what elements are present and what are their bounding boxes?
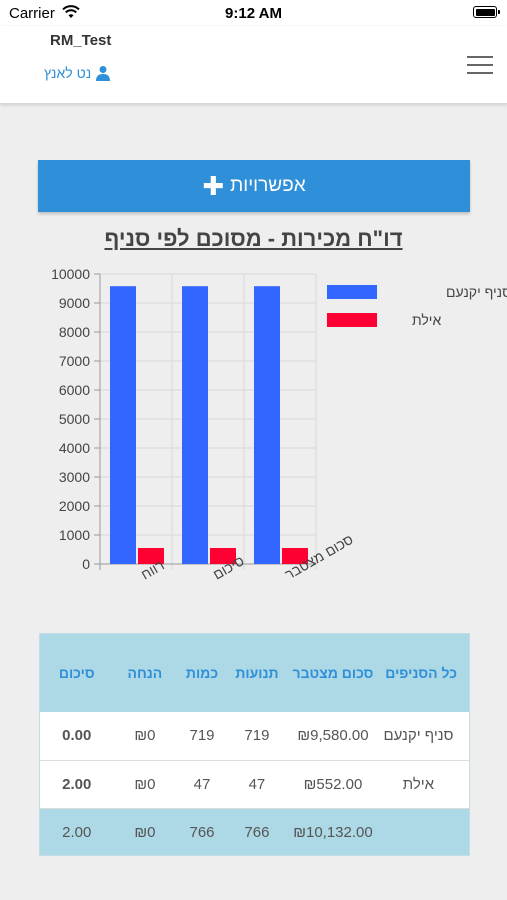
carrier-label: Carrier [9, 5, 55, 22]
branch-link[interactable]: סניף יקנעם [379, 712, 469, 761]
bar-series-2 [138, 547, 164, 564]
col-header-total[interactable]: סיכום [40, 634, 114, 712]
bar-series-2 [210, 547, 236, 564]
battery-icon [473, 6, 500, 18]
col-header-movements[interactable]: תנועות [227, 634, 287, 712]
y-tick-label: 2000 [59, 498, 90, 514]
y-tick-label: 6000 [59, 382, 90, 398]
movements-cell: 719 [227, 712, 287, 761]
totals-branch-cell [379, 808, 469, 855]
movements-cell: 47 [227, 760, 287, 809]
user-link[interactable]: נט לאנץ [44, 65, 111, 81]
user-name: נט לאנץ [44, 65, 92, 81]
legend-swatch [327, 313, 377, 327]
col-header-branch[interactable]: כל הסניפים [379, 634, 469, 712]
y-tick-label: 8000 [59, 324, 90, 340]
totals-total-cell: 2.00 [40, 808, 114, 855]
legend-label: אילת [412, 312, 441, 328]
legend-swatch [327, 285, 377, 299]
y-tick-label: 3000 [59, 469, 90, 485]
quantity-cell: 719 [176, 712, 228, 761]
legend-label: סניף יקנעם [446, 284, 507, 300]
options-button[interactable]: אפשרויות ✚ [38, 160, 470, 212]
app-header: RM_Test נט לאנץ [0, 26, 507, 104]
cumulative-cell: ₪552.00 [286, 760, 380, 809]
y-tick-label: 4000 [59, 440, 90, 456]
sales-table-grid: כל הסניפים סכום מצטבר תנועות כמות הנחה ס… [40, 634, 469, 855]
total-cell: 2.00 [40, 760, 114, 809]
col-header-quantity[interactable]: כמות [176, 634, 228, 712]
bar-series-1 [182, 286, 208, 564]
cumulative-cell: ₪9,580.00 [286, 712, 380, 761]
totals-quantity-cell: 766 [176, 808, 228, 855]
discount-cell: ₪0 [113, 760, 177, 809]
totals-movements-cell: 766 [227, 808, 287, 855]
branch-link[interactable]: אילת [379, 760, 469, 809]
col-header-cumulative[interactable]: סכום מצטבר [286, 634, 380, 712]
totals-cumulative-cell: ₪10,132.00 [286, 808, 380, 855]
total-cell: 0.00 [40, 712, 114, 761]
y-tick-label: 0 [82, 556, 90, 572]
table-row: סניף יקנעם ₪9,580.00 719 719 ₪0 0.00 [40, 712, 469, 761]
hamburger-menu-icon[interactable] [467, 56, 493, 74]
plus-icon: ✚ [202, 171, 225, 201]
options-button-label: אפשרויות [230, 175, 306, 196]
user-icon [96, 66, 111, 81]
y-tick-label: 7000 [59, 353, 90, 369]
totals-discount-cell: ₪0 [113, 808, 177, 855]
y-tick-label: 10000 [51, 266, 90, 282]
discount-cell: ₪0 [113, 712, 177, 761]
bar-series-1 [110, 286, 136, 564]
bar-series-2 [282, 547, 308, 564]
table-row: אילת ₪552.00 47 47 ₪0 2.00 [40, 760, 469, 809]
wifi-icon [62, 5, 80, 18]
table-header-row: כל הסניפים סכום מצטבר תנועות כמות הנחה ס… [40, 634, 469, 712]
chart-title: דו"ח מכירות - מסוכם לפי סניף [104, 226, 403, 251]
status-bar: Carrier 9:12 AM [0, 0, 507, 26]
y-tick-label: 9000 [59, 295, 90, 311]
table-totals-row: ₪10,132.00 766 766 ₪0 2.00 [40, 808, 469, 855]
y-tick-label: 1000 [59, 527, 90, 543]
clock: 9:12 AM [225, 5, 282, 22]
sales-table: כל הסניפים סכום מצטבר תנועות כמות הנחה ס… [39, 633, 470, 856]
sales-chart: 0 1000 2000 3000 4000 5000 6000 7000 8000 9000 100… [51, 266, 507, 583]
y-tick-label: 5000 [59, 411, 90, 427]
quantity-cell: 47 [176, 760, 228, 809]
col-header-discount[interactable]: הנחה [113, 634, 177, 712]
app-title: RM_Test [50, 32, 112, 49]
bar-series-1 [254, 286, 280, 564]
